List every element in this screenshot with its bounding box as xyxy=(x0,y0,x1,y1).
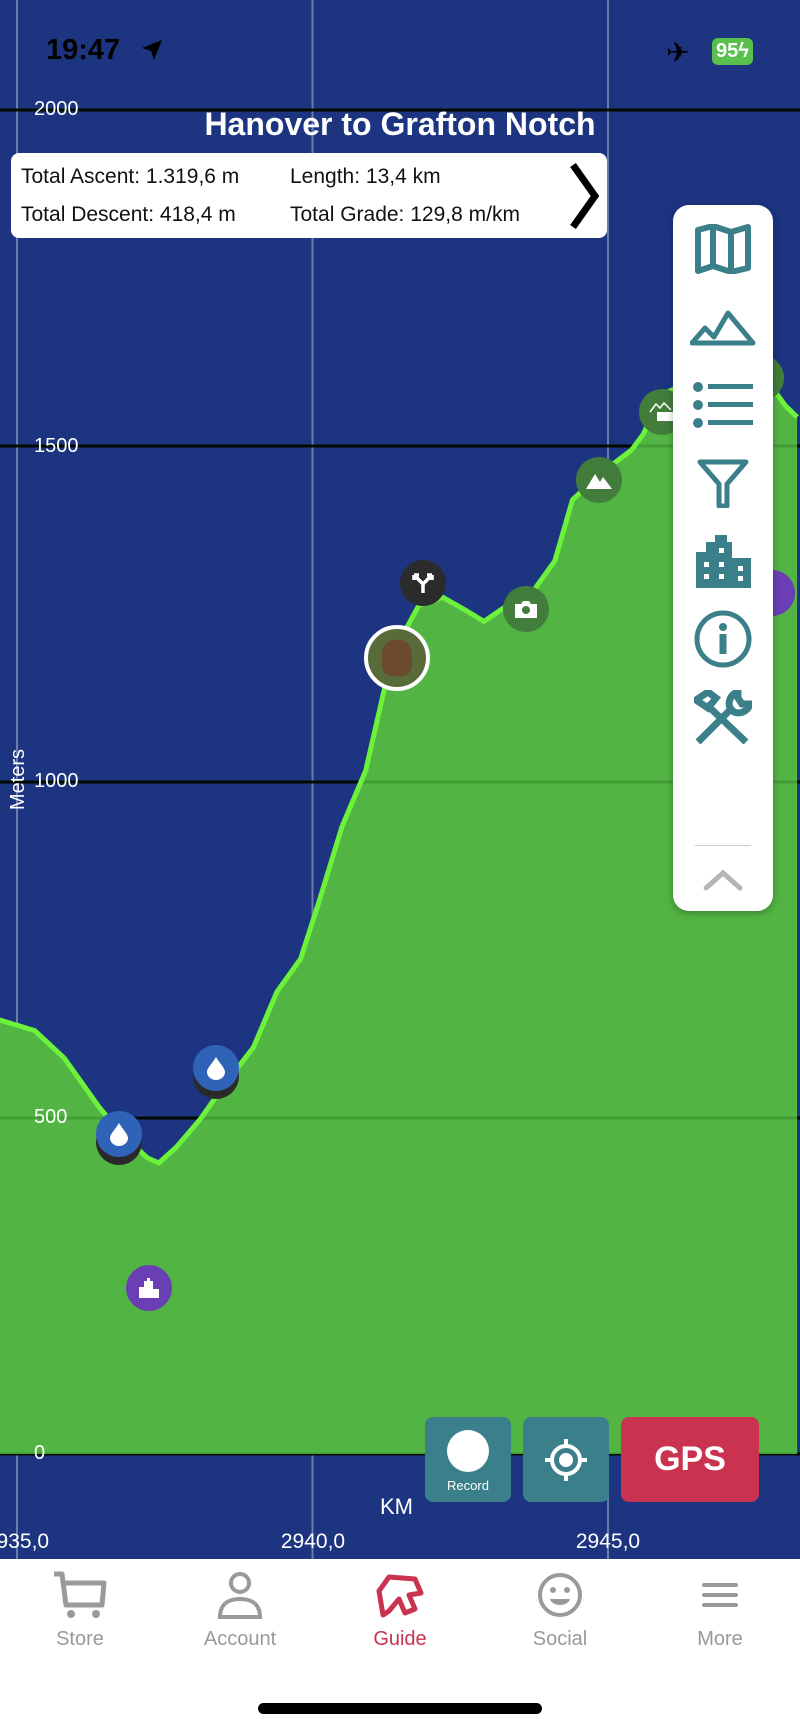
status-time: 19:47 xyxy=(46,34,121,66)
location-arrow-icon xyxy=(142,40,162,60)
photo-avatar-marker[interactable] xyxy=(364,625,430,691)
tools-icon xyxy=(694,690,752,744)
record-button[interactable]: Record xyxy=(425,1417,511,1502)
terrain-icon xyxy=(690,310,756,346)
y-axis-label: Meters xyxy=(7,748,30,811)
chevron-right-icon[interactable] xyxy=(569,163,599,229)
total-ascent: Total Ascent: 1.319,6 m xyxy=(21,165,240,188)
junction-marker[interactable] xyxy=(400,560,446,606)
map-icon xyxy=(695,224,751,274)
record-label: Record xyxy=(447,1478,489,1493)
y-tick: 1000 xyxy=(34,770,79,792)
filter-button[interactable] xyxy=(688,451,758,515)
home-indicator xyxy=(258,1703,542,1714)
charging-icon: ϟ xyxy=(738,40,749,62)
status-bar: 19:47 ✈ 95ϟ xyxy=(0,30,800,74)
bottom-nav: Store Account Guide Social More xyxy=(0,1559,800,1731)
gps-button[interactable]: GPS xyxy=(621,1417,759,1502)
record-icon xyxy=(447,1430,489,1472)
city-icon xyxy=(139,1278,159,1298)
tools-button[interactable] xyxy=(688,685,758,749)
water-marker[interactable] xyxy=(193,1045,239,1091)
gps-label: GPS xyxy=(654,1440,726,1478)
town-marker[interactable] xyxy=(126,1265,172,1311)
toolbar-divider xyxy=(695,845,751,846)
route-stats-card[interactable]: Total Ascent: 1.319,6 m Length: 13,4 km … xyxy=(11,153,607,238)
water-marker[interactable] xyxy=(96,1111,142,1157)
y-tick: 1500 xyxy=(34,435,79,457)
x-axis-label: KM xyxy=(380,1494,413,1519)
x-tick: 2945,0 xyxy=(575,1530,641,1553)
terrain-button[interactable] xyxy=(688,295,758,359)
battery-level: 95 xyxy=(716,40,739,62)
nav-label: Store xyxy=(56,1628,104,1650)
peak-marker[interactable] xyxy=(576,457,622,503)
y-tick: 2000 xyxy=(34,98,79,120)
city-button[interactable] xyxy=(688,529,758,593)
collapse-toolbar-button[interactable] xyxy=(688,855,758,905)
y-tick: 0 xyxy=(34,1442,46,1464)
nav-account[interactable]: Account xyxy=(170,1571,310,1651)
4k-peak-icon xyxy=(649,402,673,421)
list-icon xyxy=(693,382,753,428)
nav-guide[interactable]: Guide xyxy=(330,1571,470,1651)
water-drop-icon xyxy=(110,1123,128,1146)
map-toolbar xyxy=(673,205,773,911)
crosshair-icon xyxy=(545,1438,587,1481)
nav-label: Guide xyxy=(373,1628,427,1650)
chevron-up-icon xyxy=(703,869,743,891)
airplane-icon: ✈ xyxy=(666,37,690,68)
camera-icon xyxy=(515,601,537,618)
hamburger-icon xyxy=(702,1583,738,1607)
person-icon xyxy=(217,1572,263,1619)
nav-social[interactable]: Social xyxy=(490,1571,630,1651)
x-tick: 2940,0 xyxy=(280,1530,346,1553)
route-title: Hanover to Grafton Notch xyxy=(204,106,596,142)
viewpoint-marker[interactable] xyxy=(503,586,549,632)
elevation-area xyxy=(0,372,798,1454)
smiley-icon xyxy=(538,1573,582,1617)
y-tick: 500 xyxy=(34,1106,68,1128)
map-button[interactable] xyxy=(688,217,758,281)
total-grade: Total Grade: 129,8 m/km xyxy=(290,203,520,226)
cart-icon xyxy=(54,1571,107,1618)
length: Length: 13,4 km xyxy=(290,165,441,188)
nav-label: Account xyxy=(203,1628,277,1650)
nav-label: More xyxy=(697,1628,743,1650)
total-descent: Total Descent: 418,4 m xyxy=(21,203,236,226)
nav-label: Social xyxy=(532,1628,588,1650)
mountain-icon xyxy=(586,474,612,489)
info-button[interactable] xyxy=(688,607,758,671)
fork-icon xyxy=(412,573,434,593)
guide-logo-icon xyxy=(376,1574,424,1618)
dog-photo xyxy=(382,640,412,676)
city-icon xyxy=(696,535,751,588)
list-button[interactable] xyxy=(688,373,758,437)
battery-indicator: 95ϟ xyxy=(712,38,753,65)
filter-icon xyxy=(697,459,749,508)
nav-more[interactable]: More xyxy=(650,1571,790,1651)
x-tick: 2935,0 xyxy=(0,1530,50,1553)
water-drop-icon xyxy=(207,1057,225,1080)
info-icon xyxy=(694,610,752,668)
locate-button[interactable] xyxy=(523,1417,609,1502)
nav-store[interactable]: Store xyxy=(10,1571,150,1651)
